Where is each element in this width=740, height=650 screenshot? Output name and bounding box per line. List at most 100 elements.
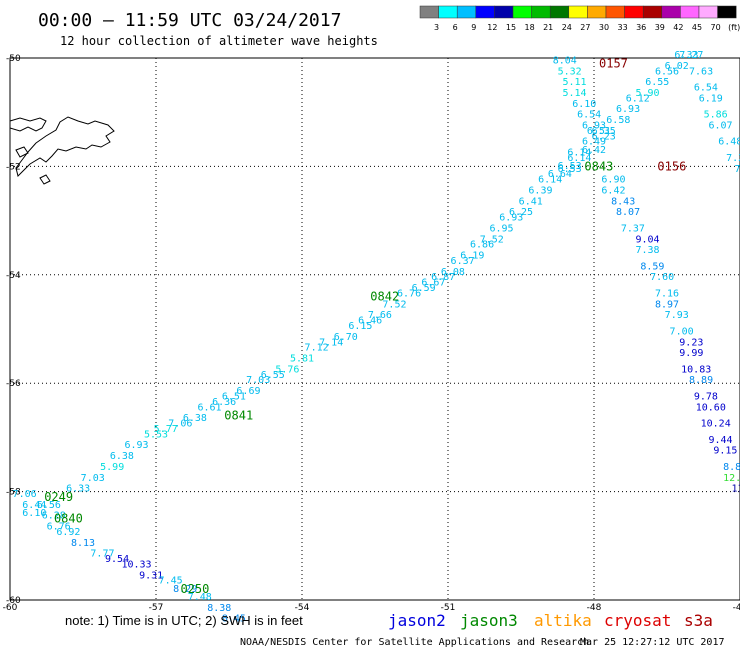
y-tick-label: -56 [6, 379, 21, 389]
wave-height-label: 7.66 [368, 310, 392, 321]
footer-timestamp: Mar 25 12:27:12 UTC 2017 [580, 637, 725, 648]
colorbar-swatch [419, 5, 439, 19]
colorbar-swatch [456, 5, 477, 19]
wave-height-label: 7.00 [670, 326, 694, 337]
y-tick-label: -52 [6, 162, 21, 172]
falkland-islands-outline [9, 116, 115, 185]
wave-height-label: 7.03 [81, 473, 105, 484]
wave-height-label: 9.54 [105, 554, 129, 565]
wave-height-label: 6.10 [572, 99, 596, 110]
wave-height-label: 6.76 [47, 522, 71, 533]
plot-frame [9, 57, 740, 601]
pass-number-label: 0249 [44, 490, 73, 504]
wave-height-label: 7.14 [319, 337, 343, 348]
wave-height-label: 6.19 [699, 93, 723, 104]
pass-number-label: 0156 [657, 159, 686, 173]
x-tick-label: -57 [149, 603, 164, 613]
wave-height-label: 7.63 [689, 66, 713, 77]
wave-height-label: 6.07 [708, 120, 732, 131]
colorbar-swatch [587, 5, 607, 19]
wave-height-label: 6.33 [66, 484, 90, 495]
wave-height-label: 6.36 [212, 397, 236, 408]
wave-height-label: 6.67 [421, 278, 445, 289]
colorbar-label: 42 [673, 23, 683, 32]
wave-height-label: 6.38 [110, 451, 134, 462]
wave-height-label: 10.24 [701, 419, 731, 430]
colorbar-label: 36 [636, 23, 646, 32]
wave-height-label: 6.28 [42, 511, 66, 522]
wave-height-label: 6.59 [412, 283, 436, 294]
wave-height-label: 6.12 [626, 93, 650, 104]
wave-height-label: 6.53 [558, 161, 582, 172]
colorbar-label: 24 [562, 23, 572, 32]
wave-height-label: 11 [732, 484, 740, 495]
colorbar-label: 15 [506, 23, 516, 32]
wave-height-label: 6.64 [548, 169, 572, 180]
colorbar-swatch [624, 5, 644, 19]
colorbar-swatch [642, 5, 663, 19]
wave-height-label: 7.60 [650, 272, 674, 283]
chart-title: 00:00 – 11:59 UTC 03/24/2017 [38, 10, 341, 31]
wave-height-label: 6.15 [348, 321, 372, 332]
pass-number-label: 0250 [180, 582, 209, 596]
wave-height-label: 6.92 [56, 527, 80, 538]
wave-height-label: 9.31 [139, 570, 163, 581]
plot-area: -60 -57 -54 -51 -48 -45 -50 -52 -54 -56 -58 -60 7.0… [3, 50, 740, 625]
wave-height-label: 7 [735, 164, 740, 175]
y-tick-label: -50 [6, 54, 21, 64]
wave-height-label: 6.48 [718, 137, 740, 148]
colorbar-swatch [475, 5, 495, 19]
wave-height-label: 9.23 [679, 337, 703, 348]
wave-height-label: 6.10 [22, 508, 46, 519]
colorbar-label: 33 [618, 23, 628, 32]
wave-height-label: 7.52 [480, 234, 504, 245]
wave-height-label: 6.56 [37, 500, 61, 511]
x-tick-label: -54 [295, 603, 310, 613]
colorbar-label: 70 [711, 23, 721, 32]
colorbar-label: 3 [434, 23, 439, 32]
colorbar-label: 27 [580, 23, 590, 32]
wave-height-label: 12.6 [723, 473, 740, 484]
wave-height-label: 9.99 [679, 348, 703, 359]
wave-height-label: 5.76 [275, 364, 299, 375]
wave-height-label: 8.59 [640, 261, 664, 272]
wave-height-label: 10.60 [696, 402, 726, 413]
wave-height-label: 7.16 [655, 288, 679, 299]
wave-height-label: 10.83 [681, 364, 711, 375]
wave-height-label: 7.93 [665, 310, 689, 321]
pass-number-label: 0841 [224, 409, 253, 423]
wave-height-label: 8.45 [222, 614, 246, 625]
wave-height-label: 9.04 [635, 234, 659, 245]
wave-height-label: 10.33 [121, 559, 151, 570]
wave-height-label: 8.29 [173, 584, 197, 595]
wave-height-label: 7.45 [159, 576, 183, 587]
wave-height-label: 6.08 [441, 267, 465, 278]
wave-height-label: 6.93 [124, 440, 148, 451]
wave-height-label: 7.2 [726, 153, 740, 164]
wave-height-label: 7.38 [635, 245, 659, 256]
wave-height-label: 6.41 [519, 196, 543, 207]
wave-height-label: 8.07 [616, 207, 640, 218]
wave-height-label: 5.86 [704, 110, 728, 121]
wave-height-label: 6.51 [222, 391, 246, 402]
chart-subtitle: 12 hour collection of altimeter wave hei… [60, 34, 378, 48]
colorbar-label: 30 [599, 23, 609, 32]
wave-height-label: 7.37 [621, 223, 645, 234]
wave-height-label: 6.55 [261, 370, 285, 381]
wave-height-label: 6.51 [587, 126, 611, 137]
wave-height-label: 6.53 [558, 164, 582, 175]
wave-height-label: 8.38 [207, 603, 231, 614]
wave-height-label: 6.93 [499, 213, 523, 224]
wave-height-label: 6.23 [592, 131, 616, 142]
wave-height-label: 8.97 [655, 299, 679, 310]
colorbar-swatch [438, 5, 458, 19]
pass-number-label: 0843 [584, 159, 613, 173]
colorbar-label: (ft) [728, 23, 740, 32]
wave-height-label: 6.54 [577, 110, 601, 121]
wave-height-label: 9.15 [713, 446, 737, 457]
wave-height-label: 6.02 [665, 61, 689, 72]
colorbar-label: 6 [453, 23, 458, 32]
satellite-label-s3a: s3a [684, 611, 713, 630]
wave-height-label: 8.13 [71, 538, 95, 549]
